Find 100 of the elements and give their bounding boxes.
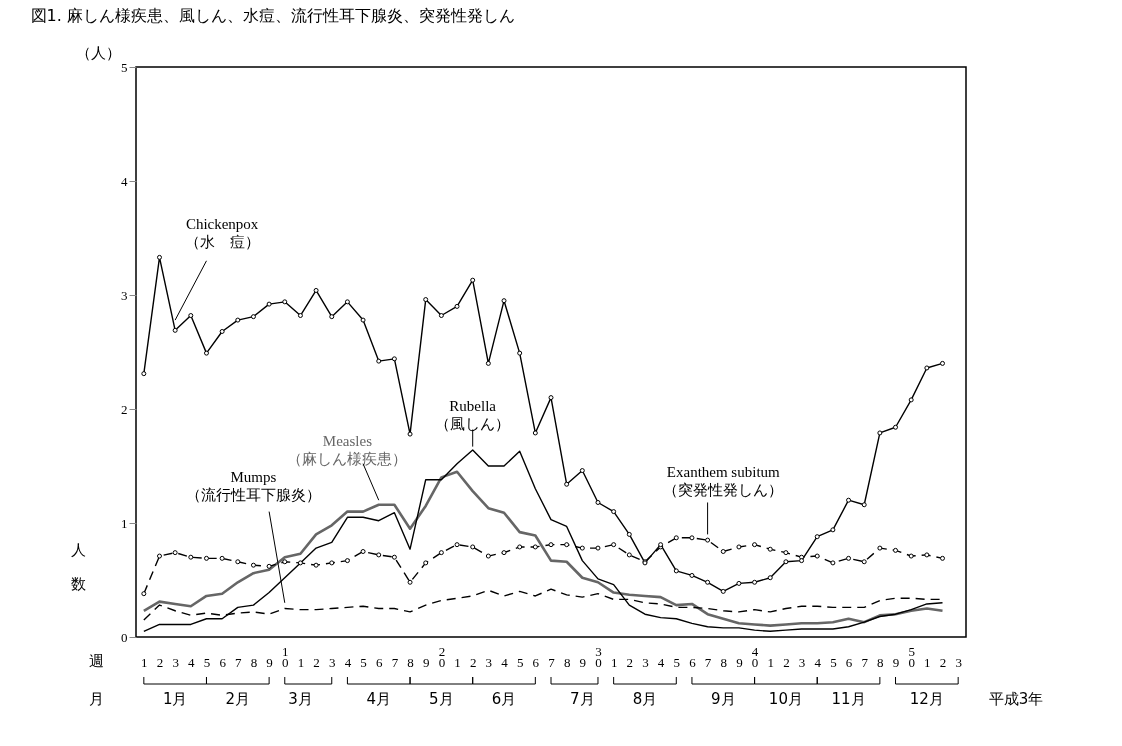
x-tick-label: 8 (407, 654, 414, 670)
point (485, 360, 491, 366)
x-tick-label: 6 (689, 654, 697, 670)
point (376, 552, 382, 558)
point (924, 552, 930, 558)
point (407, 431, 413, 437)
point (250, 562, 256, 568)
x-tick-label: 7 (235, 654, 243, 670)
x-tick-label: 4 (344, 654, 352, 670)
x-tick-label: 4 (501, 654, 509, 670)
point (830, 560, 836, 566)
x-tick-label: 6 (845, 654, 853, 670)
point (470, 544, 476, 550)
point (579, 468, 585, 474)
x-tick-label: 5 (203, 654, 211, 670)
point (501, 550, 507, 556)
x-tick-label: 9 (892, 654, 900, 670)
point (250, 314, 256, 320)
x-tick-label: 10 (282, 643, 289, 670)
point (705, 537, 711, 543)
point (517, 544, 523, 550)
point (391, 554, 397, 560)
point (501, 298, 507, 304)
point (720, 549, 726, 554)
point (752, 579, 758, 585)
point (454, 303, 460, 309)
point (548, 395, 554, 401)
text: 4月 (366, 690, 392, 708)
point (517, 350, 523, 356)
point (924, 365, 930, 371)
point (438, 550, 444, 556)
point (188, 313, 194, 319)
y-tick-label: 2 (121, 401, 128, 417)
point (141, 591, 147, 597)
point (329, 314, 335, 320)
x-tick-label: 40 (751, 643, 759, 670)
point (799, 558, 805, 564)
x-tick-label: 9 (266, 654, 273, 670)
point (203, 555, 209, 561)
point (423, 297, 429, 303)
x-tick-label: 20 (438, 643, 446, 670)
x-tick-label: 6 (375, 654, 383, 670)
point (893, 547, 899, 553)
point (470, 277, 476, 283)
point (846, 497, 852, 503)
text: 10月 (768, 690, 803, 708)
x-tick-label: 3 (798, 654, 806, 670)
point (720, 588, 726, 594)
point (219, 328, 225, 334)
x-tick-label: 8 (250, 654, 258, 670)
y-tick-label: 1 (121, 515, 128, 531)
point (783, 559, 789, 565)
point (344, 558, 350, 564)
text: Exanthem subitum （突発性発しん） (663, 463, 784, 498)
point (266, 301, 272, 307)
point (485, 553, 491, 559)
point (532, 430, 538, 436)
point (767, 575, 773, 581)
point (172, 550, 178, 556)
point (141, 371, 147, 377)
point (611, 509, 617, 515)
point (564, 542, 570, 548)
point (940, 555, 946, 561)
point (705, 579, 711, 585)
x-tick-label: 2 (469, 654, 477, 670)
x-tick-label: 9 (579, 654, 587, 670)
point (344, 299, 350, 305)
x-tick-label: 8 (877, 654, 884, 670)
x-tick-label: 4 (657, 654, 665, 670)
point (532, 544, 538, 550)
point (877, 545, 883, 551)
text: 2月 (225, 690, 251, 708)
x-tick-label: 2 (313, 654, 320, 670)
point (940, 360, 946, 366)
x-tick-label: 6 (219, 654, 227, 670)
text: Mumps （流行性耳下腺炎） (185, 469, 321, 504)
text: 週 (88, 652, 104, 670)
point (282, 299, 288, 305)
point (846, 555, 852, 561)
text: 8月 (632, 690, 658, 708)
point (235, 317, 241, 323)
point (861, 559, 867, 565)
x-tick-label: 1 (141, 654, 148, 670)
point (736, 544, 742, 550)
point (297, 313, 303, 319)
point (689, 535, 695, 541)
point (376, 358, 382, 364)
x-tick-label: 30 (595, 643, 602, 670)
point (391, 356, 397, 362)
text: 1月 (162, 690, 188, 708)
point (219, 555, 225, 561)
x-tick-label: 1 (454, 654, 461, 670)
point (423, 560, 429, 566)
text: 11月 (831, 690, 866, 708)
x-tick-label: 1 (767, 654, 774, 670)
x-tick-label: 7 (391, 654, 399, 670)
point (282, 559, 288, 565)
point (172, 327, 178, 333)
point (673, 535, 679, 541)
point (313, 562, 319, 568)
